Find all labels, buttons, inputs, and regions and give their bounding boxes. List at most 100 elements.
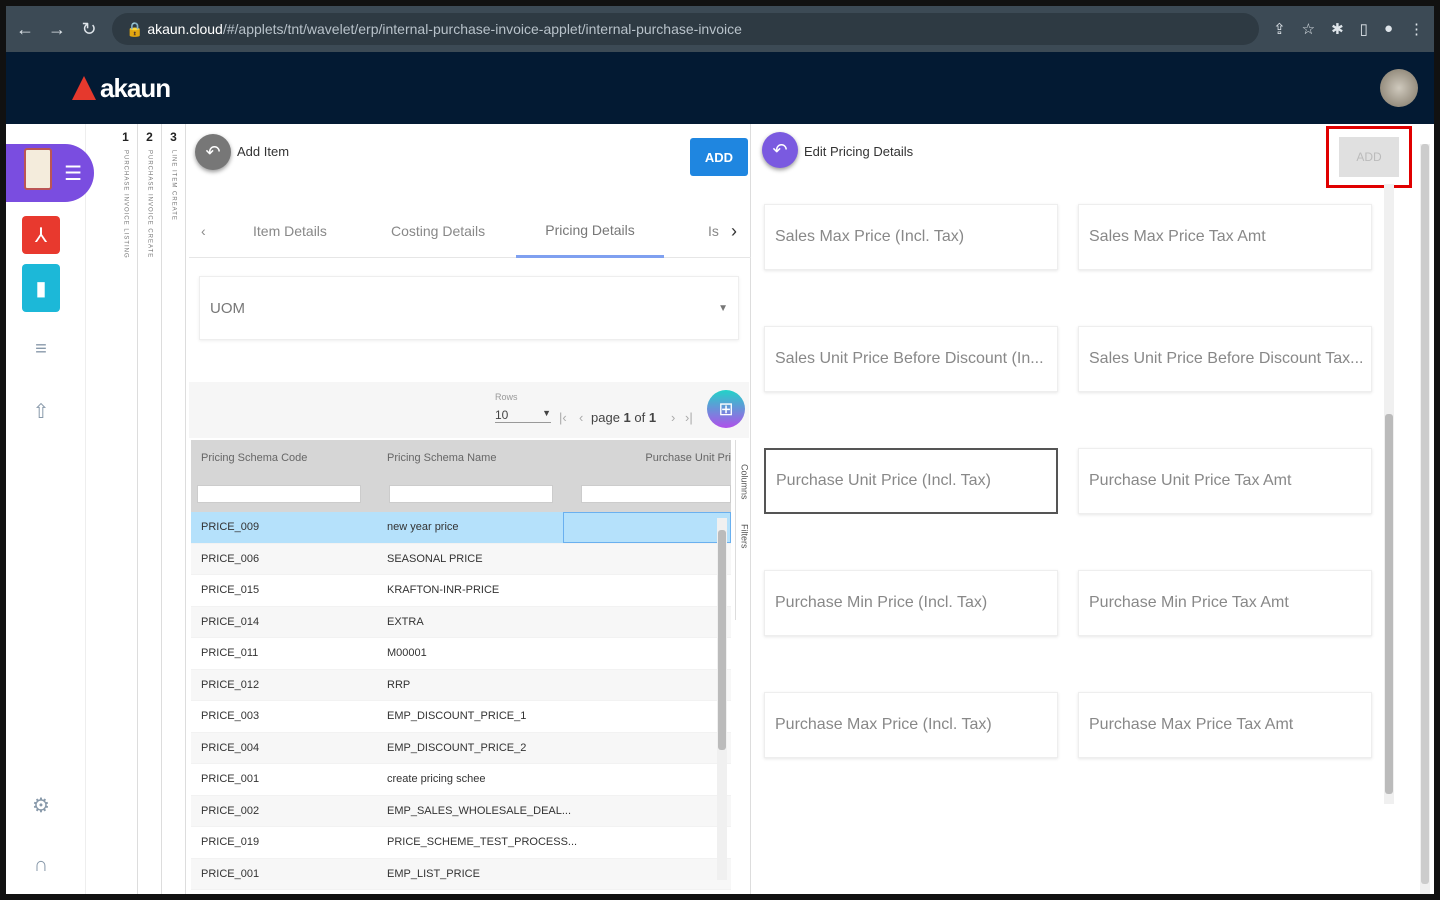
cell-price[interactable] [563, 733, 731, 764]
column-header[interactable]: Pricing Schema Name [387, 452, 497, 464]
pdf-icon[interactable]: ⅄ [22, 216, 60, 254]
side-toolbar: Columns Filters [735, 440, 753, 620]
paginator: Rows 10 ▼ |‹ ‹ page 1 of 1 › ›| [189, 382, 749, 438]
price-field[interactable]: Sales Unit Price Before Discount (In... [764, 326, 1058, 392]
prev-page-icon[interactable]: ‹ [579, 410, 584, 425]
price-field[interactable]: Purchase Unit Price Tax Amt [1078, 448, 1372, 514]
panel-title: Edit Pricing Details [804, 144, 914, 159]
cell-name: create pricing schee [387, 773, 486, 786]
form-scrollbar[interactable] [1384, 184, 1394, 804]
profile-icon[interactable]: ● [1383, 20, 1393, 37]
cell-price[interactable] [563, 512, 731, 543]
price-field[interactable]: Purchase Unit Price (Incl. Tax) [764, 448, 1058, 514]
table-row[interactable]: PRICE_006 SEASONAL PRICE [191, 543, 731, 575]
forward-icon[interactable]: → [48, 18, 66, 39]
table-row[interactable]: PRICE_012 RRP [191, 669, 731, 701]
table-row[interactable]: PRICE_004 EMP_DISCOUNT_PRICE_2 [191, 732, 731, 764]
columns-tool[interactable]: Columns [739, 464, 750, 500]
menu-icon[interactable]: ⋮ [1409, 21, 1424, 38]
url-path: /#/applets/tnt/wavelet/erp/internal-purc… [222, 21, 742, 37]
first-page-icon[interactable]: |‹ [559, 410, 567, 425]
headset-icon[interactable]: ∩ [33, 853, 49, 876]
column-header[interactable]: Pricing Schema Code [201, 452, 308, 464]
vtab-create[interactable]: 2 PURCHASE INVOICE CREATE [138, 124, 162, 894]
panel-title: Add Item [237, 144, 290, 159]
tab-pricing-details[interactable]: Pricing Details [516, 204, 664, 258]
share-icon[interactable]: ⇪ [1273, 21, 1286, 38]
filter-input[interactable] [581, 485, 731, 503]
table-row[interactable]: PRICE_009 new year price [191, 512, 731, 544]
cell-name: EMP_DISCOUNT_PRICE_2 [387, 741, 527, 754]
rows-value: 10 [495, 408, 509, 422]
filter-input[interactable] [389, 485, 553, 503]
add-button[interactable]: ADD [1339, 137, 1399, 177]
of-text: of [634, 410, 646, 425]
back-button[interactable]: ↶ [762, 132, 798, 168]
tab-prev-icon[interactable]: ‹ [201, 223, 206, 239]
cell-price[interactable] [563, 575, 731, 606]
url-host: akaun.cloud [147, 21, 223, 37]
list-icon[interactable]: ≡ [35, 337, 47, 360]
table-row[interactable]: PRICE_001 EMP_LIST_PRICE [191, 858, 731, 890]
price-field[interactable]: Sales Max Price (Incl. Tax) [764, 204, 1058, 270]
price-field[interactable]: Sales Unit Price Before Discount Tax... [1078, 326, 1372, 392]
add-button[interactable]: ADD [690, 138, 748, 176]
cell-price[interactable] [563, 796, 731, 827]
table-row[interactable]: PRICE_003 EMP_DISCOUNT_PRICE_1 [191, 701, 731, 733]
logo[interactable]: akaun [72, 73, 171, 104]
table-row[interactable]: PRICE_015 KRAFTON-INR-PRICE [191, 575, 731, 607]
reload-icon[interactable]: ↻ [81, 18, 97, 39]
cell-price[interactable] [563, 670, 731, 701]
table-row[interactable]: PRICE_001 create pricing schee [191, 764, 731, 796]
avatar[interactable] [1380, 69, 1418, 107]
address-bar[interactable]: 🔒 akaun.cloud/#/applets/tnt/wavelet/erp/… [112, 13, 1260, 45]
sidebar-item-purchase-invoice[interactable]: ☰ [6, 144, 94, 202]
vtab-line-item[interactable]: 3 LINE ITEM CREATE [162, 124, 186, 894]
cell-code: PRICE_014 [201, 615, 260, 628]
vtab-listing[interactable]: 1 PURCHASE INVOICE LISTING [114, 124, 138, 894]
tab-item-details[interactable]: Item Details [253, 223, 327, 239]
uom-select[interactable]: UOM ▼ [199, 276, 739, 340]
sidebar-icon[interactable]: ▯ [1359, 21, 1368, 38]
tab-more[interactable]: Is [708, 223, 719, 239]
table-row[interactable]: PRICE_002 EMP_SALES_WHOLESALE_DEAL... [191, 795, 731, 827]
document-icon[interactable]: ▮ [22, 264, 60, 312]
next-page-icon[interactable]: › [671, 410, 676, 425]
cell-price[interactable] [563, 859, 731, 890]
cell-price[interactable] [563, 827, 731, 858]
upload-icon[interactable]: ⇧ [32, 400, 50, 423]
panel-scrollbar[interactable] [1420, 144, 1430, 894]
price-field[interactable]: Purchase Min Price (Incl. Tax) [764, 570, 1058, 636]
rows-select[interactable]: 10 ▼ [495, 408, 551, 423]
filter-input[interactable] [197, 485, 361, 503]
tab-costing-details[interactable]: Costing Details [391, 223, 486, 239]
price-field[interactable]: Purchase Min Price Tax Amt [1078, 570, 1372, 636]
table-row[interactable]: PRICE_011 M00001 [191, 638, 731, 670]
menu-toggle-icon[interactable]: ☰ [64, 162, 82, 185]
table-header: Pricing Schema Code Pricing Schema Name … [191, 440, 731, 476]
price-field[interactable]: Purchase Max Price (Incl. Tax) [764, 692, 1058, 758]
column-header[interactable]: Purchase Unit Pri [645, 452, 731, 464]
table-scrollbar[interactable] [717, 518, 727, 880]
back-icon[interactable]: ← [16, 18, 34, 39]
tab-next-icon[interactable]: › [731, 220, 737, 241]
price-field[interactable]: Purchase Max Price Tax Amt [1078, 692, 1372, 758]
vtab-label: PURCHASE INVOICE CREATE [146, 150, 153, 259]
table-row[interactable]: PRICE_014 EXTRA [191, 606, 731, 638]
filters-tool[interactable]: Filters [739, 523, 750, 549]
star-icon[interactable]: ☆ [1301, 21, 1316, 38]
last-page-icon[interactable]: ›| [685, 410, 693, 425]
cell-price[interactable] [563, 701, 731, 732]
table-row[interactable]: PRICE_019 PRICE_SCHEME_TEST_PROCESS... [191, 827, 731, 859]
cell-price[interactable] [563, 607, 731, 638]
vtab-label: LINE ITEM CREATE [170, 150, 177, 221]
price-field[interactable]: Sales Max Price Tax Amt [1078, 204, 1372, 270]
back-button[interactable]: ↶ [195, 134, 231, 170]
grid-view-button[interactable]: ⊞ [707, 390, 745, 428]
cell-price[interactable] [563, 544, 731, 575]
cell-price[interactable] [563, 764, 731, 795]
vtab-number: 2 [146, 130, 153, 144]
settings-icon[interactable]: ⚙ [32, 794, 50, 817]
extensions-icon[interactable]: ✱ [1331, 21, 1344, 38]
cell-price[interactable] [563, 638, 731, 669]
